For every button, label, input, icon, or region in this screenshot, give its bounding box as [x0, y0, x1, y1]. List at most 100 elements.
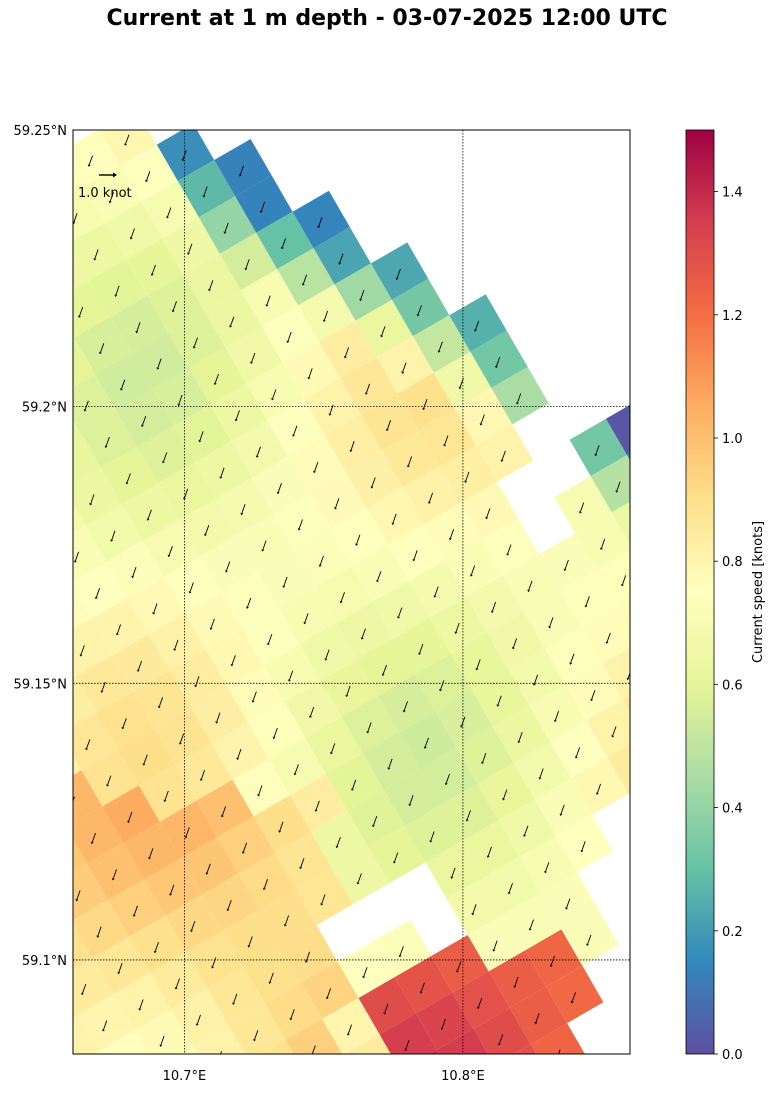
current-arrow-head — [267, 642, 270, 646]
current-arrow-head — [162, 461, 165, 464]
current-arrow-head — [393, 861, 396, 864]
current-arrow — [632, 424, 635, 433]
speed-cell — [156, 130, 215, 181]
current-arrow — [185, 827, 190, 837]
current-arrow-head — [642, 620, 645, 622]
current-arrow-head — [485, 516, 489, 520]
current-arrow-head — [114, 294, 118, 297]
current-arrow-head — [491, 610, 494, 613]
current-arrow-head — [288, 679, 291, 682]
current-arrow — [512, 638, 518, 648]
current-arrow-head — [179, 742, 182, 745]
current-arrow-head — [117, 971, 121, 975]
current-arrow — [321, 894, 326, 904]
current-arrow-head — [111, 878, 115, 881]
current-arrow-head — [652, 469, 655, 471]
current-arrow — [407, 456, 413, 466]
current-arrow — [524, 825, 529, 836]
current-arrow-head — [344, 356, 347, 359]
current-arrow-head — [663, 657, 666, 659]
current-arrow-head — [507, 891, 511, 895]
current-arrow — [149, 848, 154, 858]
speed-cell — [73, 337, 96, 387]
current-arrow — [206, 863, 211, 874]
current-arrow-head — [443, 444, 447, 447]
current-arrow-head — [263, 887, 266, 891]
current-arrow-head — [152, 612, 156, 615]
current-arrow — [100, 343, 105, 353]
speed-cell — [73, 1007, 78, 1018]
current-arrow — [101, 681, 106, 692]
speed-cell — [93, 1051, 100, 1054]
current-arrow-head — [177, 403, 181, 406]
current-arrow-head — [563, 568, 567, 571]
current-arrow-head — [334, 507, 337, 510]
current-arrow-head — [513, 985, 517, 988]
current-arrow-head — [55, 863, 58, 865]
current-arrow-head — [221, 815, 224, 818]
current-arrow-head — [359, 298, 363, 301]
speed-cell — [627, 453, 630, 461]
current-arrow-head — [135, 330, 139, 334]
current-arrow — [350, 441, 355, 451]
current-arrow — [210, 618, 215, 629]
current-arrow — [440, 680, 445, 690]
current-arrow — [587, 934, 592, 945]
current-arrow — [293, 425, 298, 436]
current-arrow — [266, 295, 271, 305]
current-arrow — [76, 890, 81, 900]
current-arrow-head — [171, 309, 175, 313]
current-arrow-head — [335, 845, 339, 849]
speed-cell — [73, 676, 97, 727]
current-arrow — [132, 567, 137, 577]
current-arrow — [333, 1082, 336, 1091]
current-arrow-head — [579, 511, 582, 514]
latitude-labels: 59.25°N 59.2°N 59.15°N 59.1°N — [14, 124, 67, 969]
colorbar-tick-label: 0.0 — [722, 1048, 743, 1063]
current-arrow — [558, 1049, 561, 1054]
current-arrow-head — [93, 258, 97, 261]
current-arrow-head — [345, 694, 349, 697]
speed-cell — [73, 587, 92, 630]
current-arrow — [644, 612, 647, 621]
current-arrow-head — [192, 346, 196, 349]
current-arrow-head — [292, 434, 295, 437]
current-arrow — [653, 461, 656, 470]
current-arrow-head — [605, 641, 609, 644]
current-arrow-head — [496, 704, 500, 707]
current-arrow — [449, 529, 455, 539]
current-arrow-head — [257, 794, 261, 797]
current-arrow-head — [398, 954, 402, 958]
colorbar-ramp — [685, 129, 715, 1055]
current-arrow — [402, 362, 407, 373]
current-arrow-head — [106, 784, 109, 787]
current-arrow-head — [247, 945, 251, 948]
current-arrow-head — [368, 1070, 371, 1072]
current-arrow — [480, 414, 485, 424]
current-arrow — [417, 305, 422, 315]
current-arrow-head — [565, 907, 568, 910]
current-arrow — [434, 586, 439, 596]
speed-cell — [177, 1045, 197, 1054]
current-arrow-head — [533, 683, 536, 686]
current-arrow-head — [137, 669, 140, 672]
speed-cell — [13, 546, 70, 603]
current-arrow — [153, 603, 158, 613]
current-arrow-head — [355, 543, 358, 546]
current-arrow — [622, 575, 627, 585]
current-arrow-head — [132, 914, 136, 917]
current-arrow — [560, 804, 565, 815]
current-arrow — [247, 597, 252, 608]
current-arrow — [231, 655, 236, 665]
current-arrow — [258, 785, 263, 795]
current-arrow — [386, 420, 392, 430]
current-arrow-head — [370, 486, 374, 489]
current-arrow-head — [594, 453, 598, 457]
current-arrow — [157, 358, 162, 368]
current-arrow-head — [81, 992, 84, 996]
current-arrow-head — [460, 725, 463, 728]
current-arrow — [427, 1076, 430, 1085]
current-arrow-head — [600, 547, 603, 550]
speed-cell — [596, 550, 630, 607]
current-arrow — [146, 171, 151, 181]
